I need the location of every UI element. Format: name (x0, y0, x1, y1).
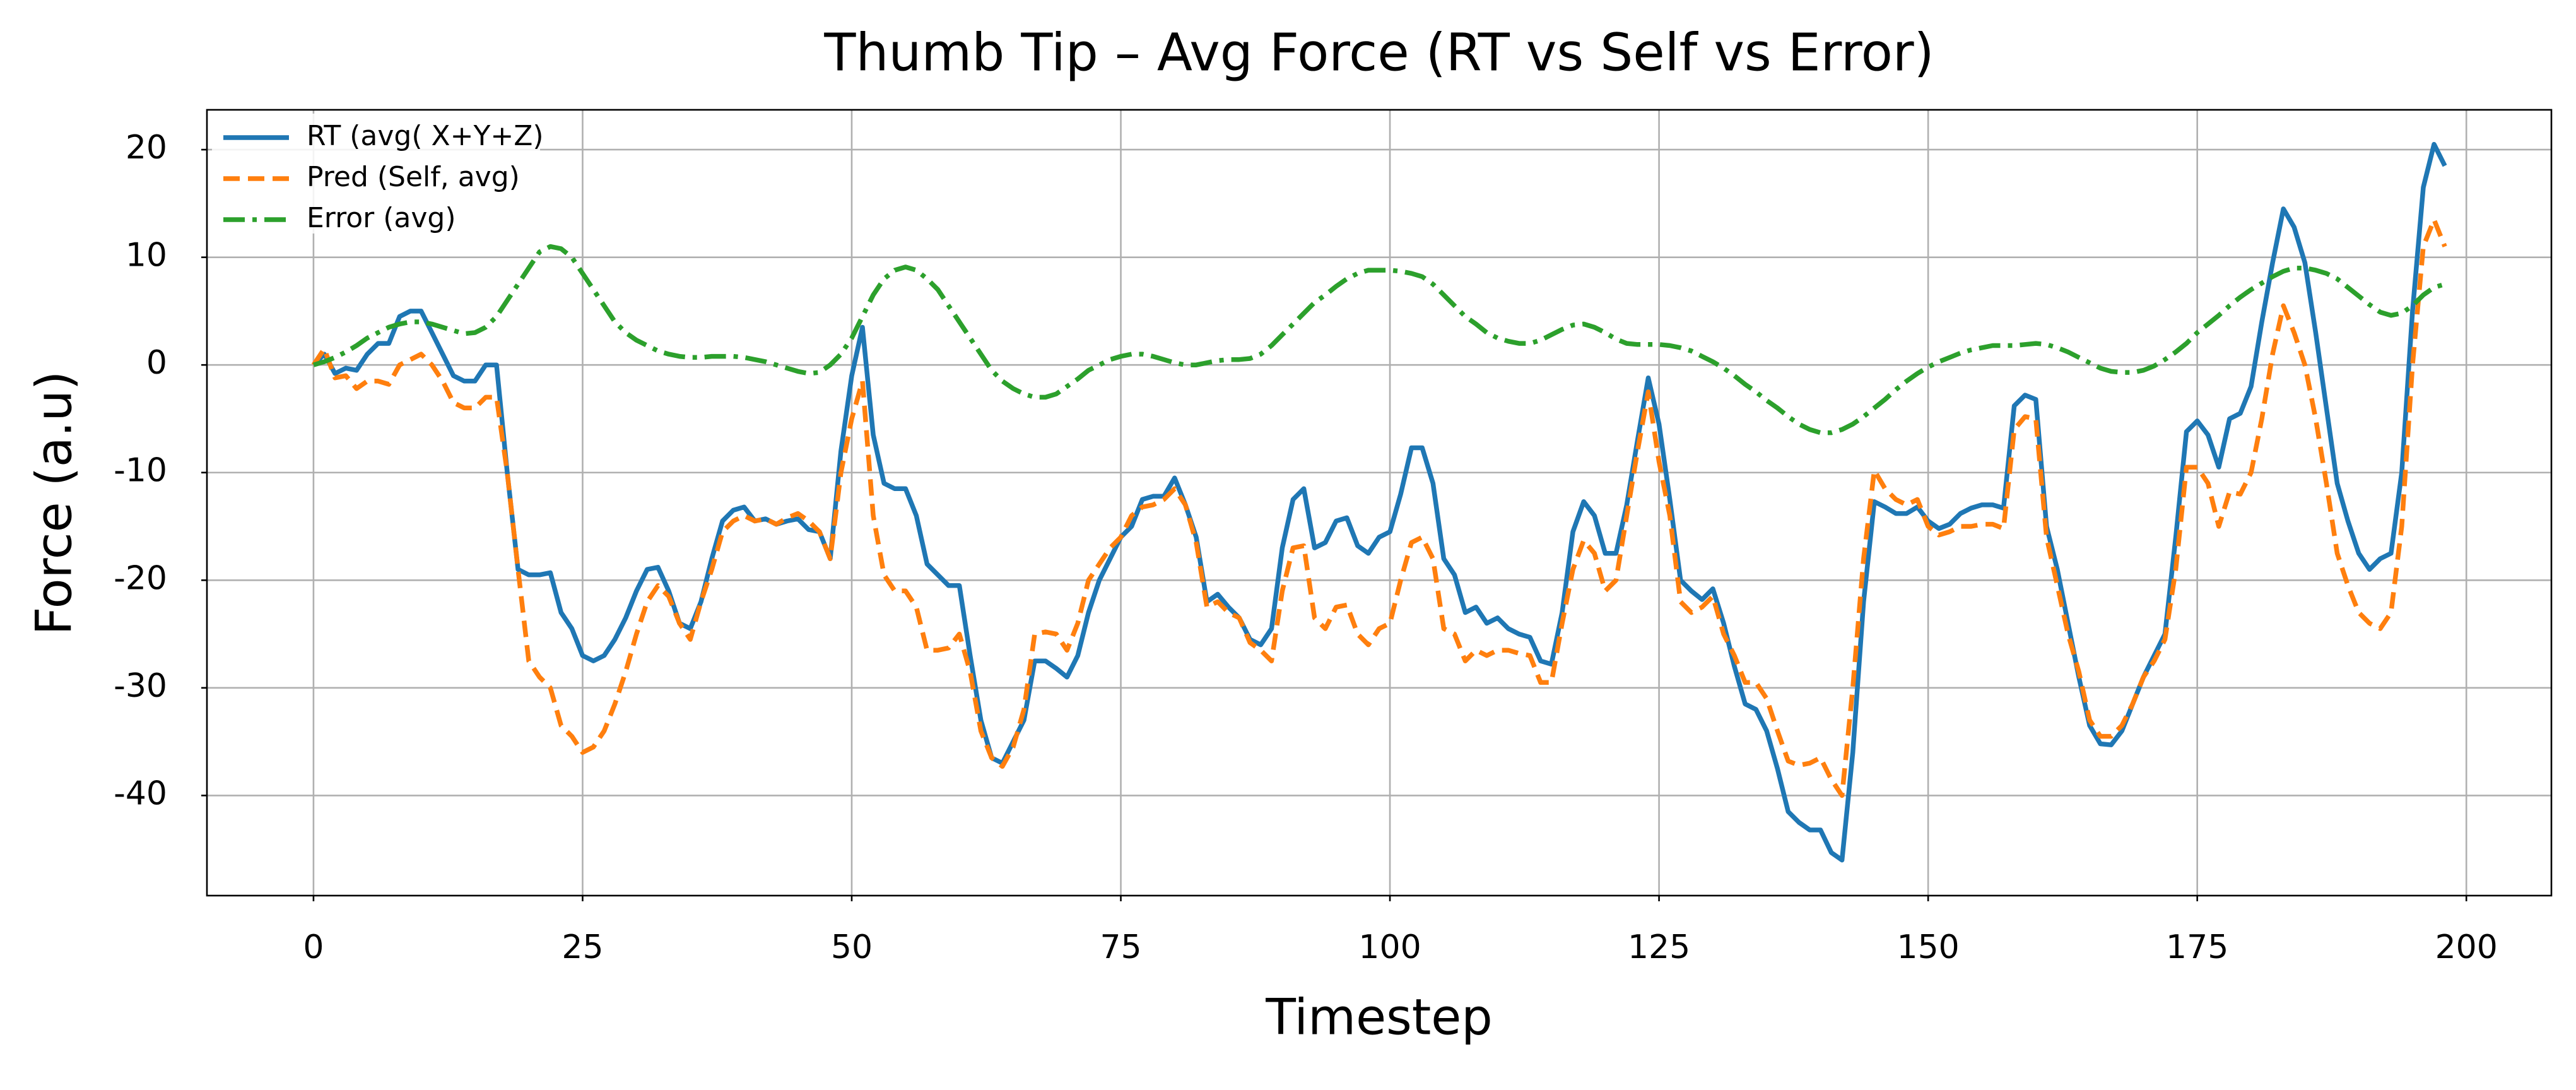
legend: RT (avg( X+Y+Z) Pred (Self, avg) Error (av… (212, 114, 544, 234)
plot-frame (206, 109, 2553, 897)
line-series (312, 141, 2447, 863)
y-axis-label: Force (a.u) (26, 371, 83, 636)
x-tick-label: 100 (1358, 928, 1421, 966)
y-tick-label: 20 (126, 129, 167, 167)
legend-label: Error (avg) (307, 202, 456, 234)
legend-label: Pred (Self, avg) (307, 161, 520, 193)
legend-label: RT (avg( X+Y+Z) (307, 120, 544, 152)
y-tick-label: -10 (114, 452, 167, 490)
line-series (311, 217, 2447, 798)
line-series (312, 244, 2446, 435)
y-tick-label: 10 (126, 237, 167, 275)
y-tick-label: 0 (146, 344, 167, 382)
y-tick-label: -30 (114, 667, 167, 705)
y-tick-label: -40 (114, 774, 167, 812)
x-tick-label: 150 (1897, 928, 1960, 966)
chart-title: Thumb Tip – Avg Force (RT vs Self vs Err… (823, 23, 1934, 83)
x-tick-label: 175 (2166, 928, 2228, 966)
y-tick-label: -20 (114, 559, 167, 597)
x-tick-label: 75 (1100, 928, 1141, 966)
x-tick-label: 125 (1628, 928, 1690, 966)
x-tick-label: 25 (562, 928, 603, 966)
legend-box (212, 114, 540, 234)
x-tick-label: 200 (2435, 928, 2498, 966)
x-tick-label: 0 (303, 928, 324, 966)
x-axis-label: Timestep (1265, 989, 1493, 1046)
x-tick-label: 50 (831, 928, 873, 966)
